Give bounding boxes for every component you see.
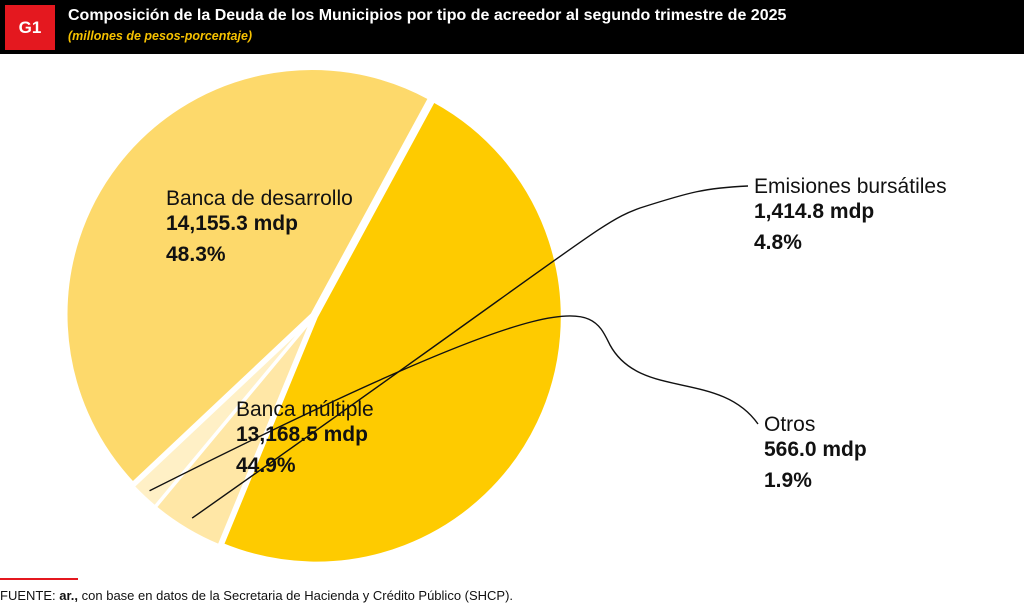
slice-name: Banca múltiple — [236, 398, 374, 421]
source-brand: ar., — [59, 588, 79, 603]
slice-percent: 4.8% — [754, 231, 802, 254]
slice-label-banca-multiple: Banca múltiple 13,168.5 mdp 44.9% — [236, 399, 374, 476]
slice-percent: 1.9% — [764, 469, 812, 492]
slice-percent: 48.3% — [166, 243, 226, 266]
chart-title: Composición de la Deuda de los Municipio… — [68, 7, 787, 24]
leader-line-otros — [149, 315, 759, 492]
slice-name: Otros — [764, 413, 816, 436]
pie-chart — [64, 67, 759, 565]
pie-slice-banca-desarrollo — [220, 98, 564, 565]
source-prefix: FUENTE: — [0, 588, 60, 603]
source-note: FUENTE: ar., con base en datos de la Sec… — [0, 588, 513, 603]
slice-value: 13,168.5 mdp — [236, 423, 368, 446]
pie-slices — [64, 67, 564, 565]
slice-label-otros: Otros 566.0 mdp 1.9% — [764, 414, 867, 491]
pie-slice-otros — [131, 316, 314, 509]
leader-line-emisiones-bursatiles — [191, 185, 749, 519]
leader-lines — [149, 185, 759, 519]
slice-value: 14,155.3 mdp — [166, 212, 298, 235]
source-text: con base en datos de la Secretaria de Ha… — [78, 588, 514, 603]
slice-label-banca-desarrollo: Banca de desarrollo 14,155.3 mdp 48.3% — [166, 188, 353, 265]
slice-percent: 44.9% — [236, 454, 296, 477]
slice-label-emisiones-bursatiles: Emisiones bursátiles 1,414.8 mdp 4.8% — [754, 176, 947, 253]
slice-name: Emisiones bursátiles — [754, 175, 947, 198]
footer-rule — [0, 578, 78, 580]
chart-subtitle: (millones de pesos-porcentaje) — [68, 29, 253, 43]
chart-header: G1 Composición de la Deuda de los Munici… — [0, 0, 1024, 54]
pie-slice-banca-multiple — [64, 67, 432, 486]
slice-value: 1,414.8 mdp — [754, 200, 875, 223]
figure-badge: G1 — [5, 5, 55, 50]
slice-value: 566.0 mdp — [764, 438, 867, 461]
slice-name: Banca de desarrollo — [166, 187, 353, 210]
